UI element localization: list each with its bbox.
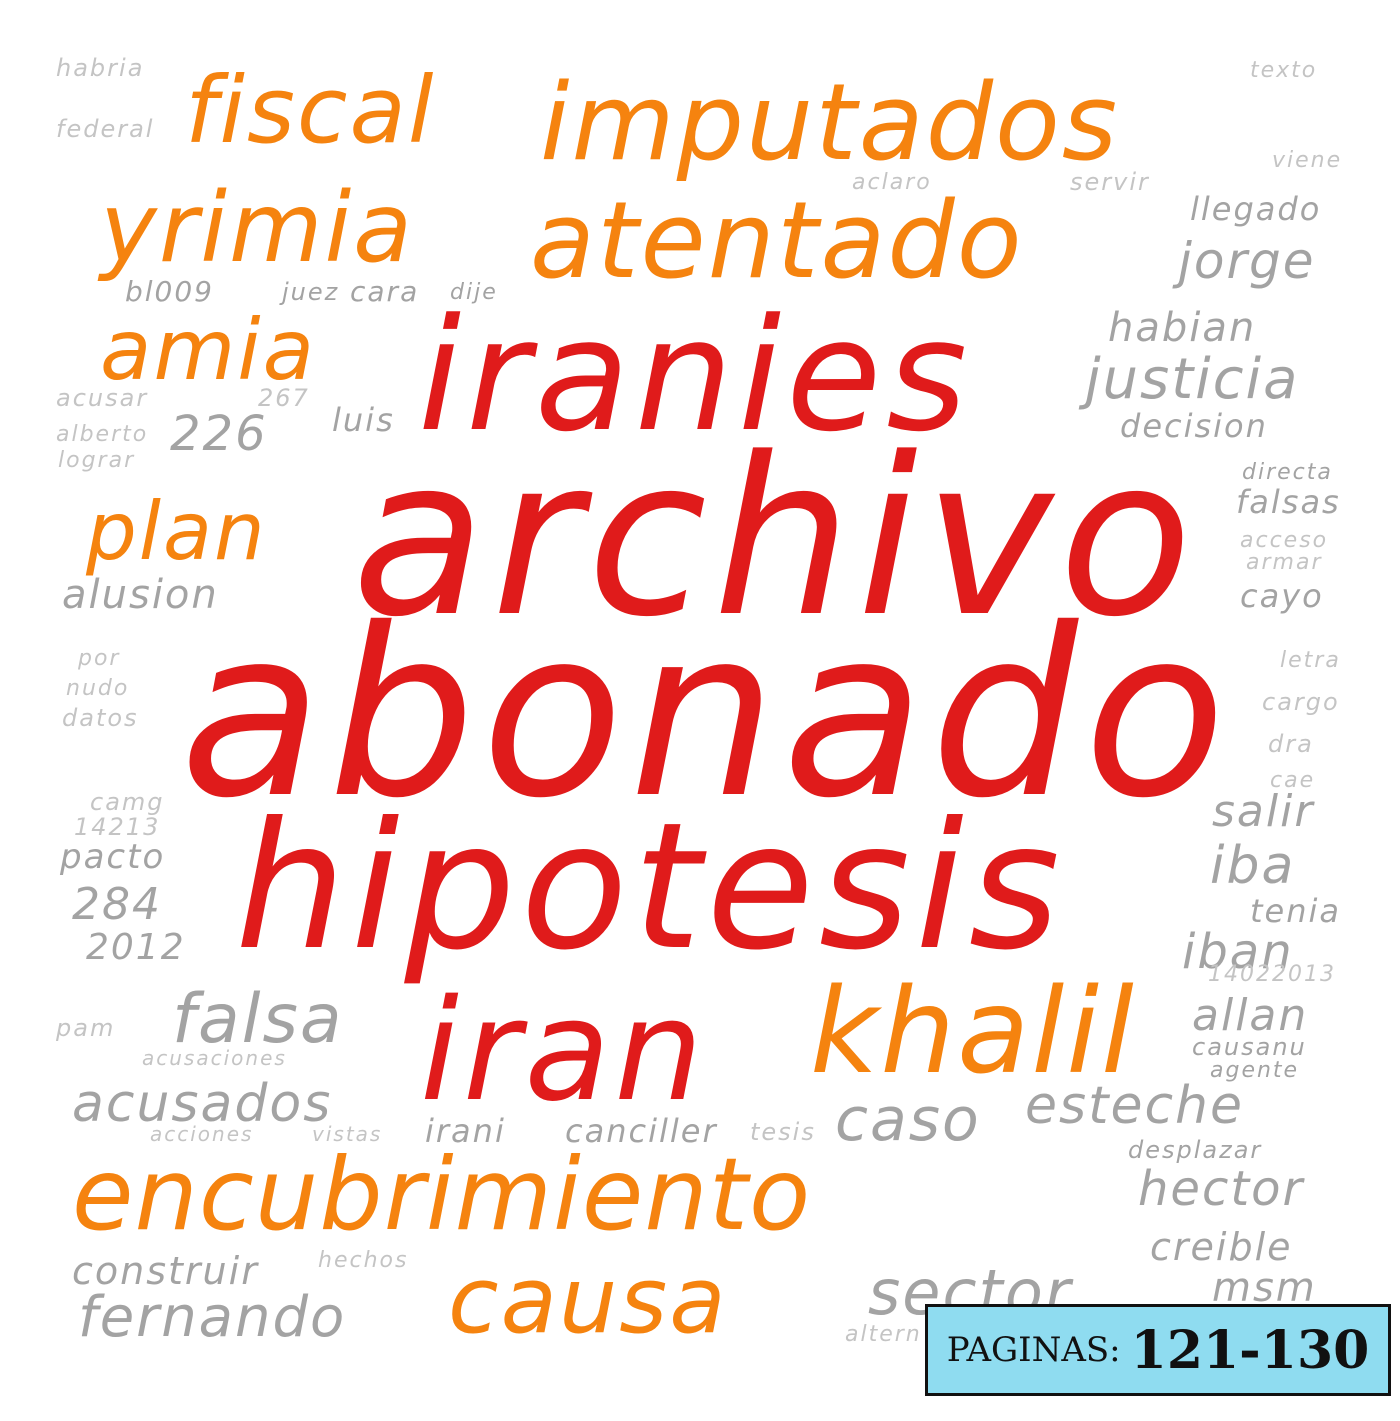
word-dije: dije [450, 280, 498, 305]
word-iranies: iranies [418, 285, 973, 466]
word-decision: decision [1120, 407, 1268, 445]
word-alusion: alusion [62, 572, 219, 618]
word-viene: viene [1272, 148, 1343, 173]
word-nudo: nudo [66, 676, 130, 701]
word-pam: pam [56, 1014, 116, 1042]
word-caso: caso [835, 1085, 981, 1155]
word-imputados: imputados [540, 61, 1120, 184]
word-federal: federal [56, 115, 155, 143]
word-camg: camg [90, 788, 165, 816]
word-servir: servir [1070, 168, 1150, 196]
word-iban: iban [1182, 924, 1294, 980]
word-284: 284 [72, 879, 162, 930]
word-esteche: esteche [1025, 1076, 1245, 1136]
word-causa: causa [448, 1247, 728, 1354]
word-iran: iran [420, 970, 707, 1133]
word-texto: texto [1250, 58, 1318, 83]
word-pacto: pacto [60, 837, 166, 877]
word-construir: construir [72, 1249, 259, 1293]
word-yrimia: yrimia [100, 172, 414, 284]
word-acciones: acciones [150, 1122, 254, 1146]
word-alberto: alberto [56, 422, 149, 447]
word-desplazar: desplazar [1128, 1136, 1263, 1164]
word-cargo: cargo [1262, 688, 1340, 716]
word-justicia: justicia [1085, 347, 1300, 412]
word-khalil: khalil [810, 962, 1136, 1100]
word-tesis: tesis [750, 1118, 816, 1146]
word-hipotesis: hipotesis [235, 786, 1065, 989]
word-archivo: archivo [352, 412, 1199, 665]
word-armar: armar [1246, 550, 1323, 575]
word-dra: dra [1268, 730, 1314, 758]
word-atentado: atentado [530, 179, 1024, 302]
word-14022013: 14022013 [1208, 962, 1336, 987]
word-encubrimiento: encubrimiento [72, 1136, 812, 1253]
word-226: 226 [170, 406, 268, 462]
word-altern: altern [845, 1322, 922, 1347]
word-habian: habian [1108, 305, 1257, 351]
word-juez: juez [282, 278, 340, 306]
word-msm: msm [1212, 1265, 1317, 1311]
word-acusaciones: acusaciones [142, 1046, 287, 1070]
page-range-badge: PAGINAS: 121-130 [925, 1304, 1391, 1396]
word-allan: allan [1192, 990, 1309, 1041]
word-fernando: fernando [78, 1285, 347, 1350]
word-cae: cae [1270, 768, 1316, 793]
word-irani: irani [425, 1112, 506, 1150]
word-directa: directa [1242, 460, 1333, 485]
badge-label: PAGINAS: [946, 1330, 1121, 1370]
word-2012: 2012 [86, 927, 186, 968]
word-14213: 14213 [74, 813, 161, 841]
word-hechos: hechos [318, 1248, 409, 1273]
word-canciller: canciller [565, 1112, 718, 1150]
word-abonado: abonado [180, 579, 1232, 849]
word-fiscal: fiscal [185, 57, 436, 164]
word-iba: iba [1210, 836, 1296, 896]
word-creible: creible [1150, 1225, 1293, 1269]
word-jorge: jorge [1178, 232, 1316, 290]
word-agente: agente [1210, 1058, 1300, 1083]
word-aclaro: aclaro [852, 170, 932, 195]
word-bl009: bl009 [125, 275, 214, 308]
badge-pages: 121-130 [1130, 1319, 1370, 1381]
word-falsa: falsa [172, 980, 344, 1059]
word-acceso: acceso [1240, 528, 1329, 553]
word-hector: hector [1138, 1161, 1305, 1217]
word-letra: letra [1280, 648, 1341, 673]
word-datos: datos [62, 704, 139, 732]
word-salir: salir [1212, 786, 1315, 837]
word-cayo: cayo [1240, 577, 1324, 615]
word-falsas: falsas [1236, 483, 1341, 521]
word-llegado: llegado [1190, 190, 1322, 228]
word-por: por [78, 646, 121, 671]
word-acusados: acusados [72, 1074, 333, 1134]
word-lograr: lograr [58, 448, 136, 473]
word-causanu: causanu [1192, 1033, 1307, 1061]
word-tenia: tenia [1250, 892, 1342, 930]
word-vistas: vistas [312, 1122, 383, 1146]
word-habria: habria [56, 54, 145, 82]
word-amia: amia [100, 301, 317, 399]
word-luis: luis [332, 401, 395, 439]
word-acusar: acusar [56, 384, 149, 412]
word-267: 267 [258, 384, 310, 412]
word-plan: plan [86, 485, 267, 578]
word-cara: cara [350, 275, 420, 308]
